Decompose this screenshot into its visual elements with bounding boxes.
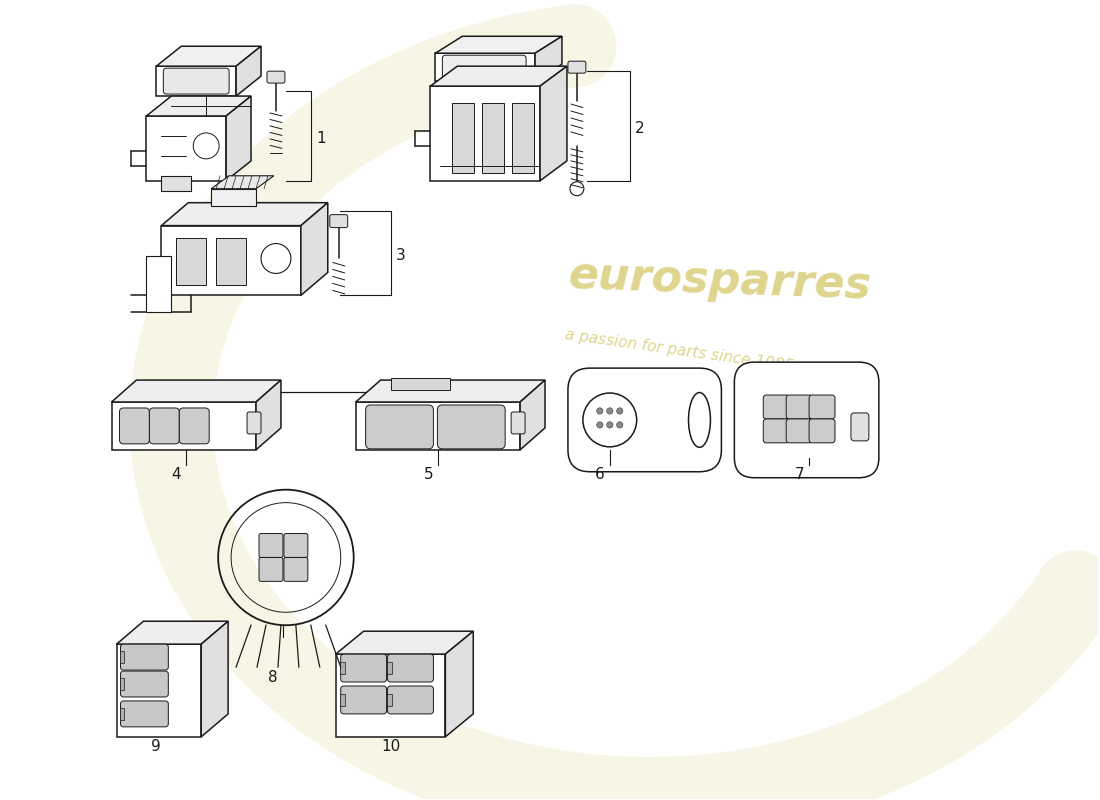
Text: 10: 10: [381, 739, 400, 754]
Polygon shape: [256, 380, 280, 450]
Circle shape: [596, 408, 603, 414]
Polygon shape: [430, 66, 566, 86]
Text: 2: 2: [635, 122, 645, 137]
Polygon shape: [520, 380, 544, 450]
Circle shape: [606, 408, 613, 414]
Circle shape: [617, 422, 623, 428]
Polygon shape: [430, 86, 540, 181]
Polygon shape: [336, 654, 446, 737]
Polygon shape: [355, 380, 544, 402]
Polygon shape: [590, 392, 694, 448]
Polygon shape: [111, 402, 256, 450]
Polygon shape: [211, 189, 256, 206]
Polygon shape: [227, 96, 251, 181]
FancyBboxPatch shape: [387, 686, 433, 714]
FancyBboxPatch shape: [341, 686, 386, 714]
FancyBboxPatch shape: [568, 368, 722, 472]
Bar: [386, 662, 392, 674]
Polygon shape: [355, 402, 520, 450]
Polygon shape: [156, 66, 236, 96]
Polygon shape: [336, 631, 473, 654]
Circle shape: [606, 422, 613, 428]
FancyBboxPatch shape: [851, 413, 869, 441]
FancyBboxPatch shape: [121, 701, 168, 727]
FancyBboxPatch shape: [810, 419, 835, 443]
Text: 7: 7: [794, 467, 804, 482]
Bar: [482, 103, 504, 173]
FancyBboxPatch shape: [121, 644, 168, 670]
Polygon shape: [117, 622, 228, 644]
FancyBboxPatch shape: [150, 408, 179, 444]
Bar: [176, 238, 206, 286]
Polygon shape: [146, 96, 251, 116]
Text: 9: 9: [152, 739, 162, 754]
Polygon shape: [146, 255, 172, 312]
FancyBboxPatch shape: [341, 654, 386, 682]
FancyBboxPatch shape: [163, 68, 229, 94]
FancyBboxPatch shape: [267, 71, 285, 83]
FancyBboxPatch shape: [258, 558, 283, 582]
Text: 5: 5: [424, 467, 433, 482]
Polygon shape: [162, 226, 301, 295]
Polygon shape: [146, 116, 227, 181]
Bar: [340, 694, 344, 706]
FancyBboxPatch shape: [248, 412, 261, 434]
Text: 1: 1: [316, 131, 326, 146]
Circle shape: [596, 422, 603, 428]
Polygon shape: [156, 46, 261, 66]
Polygon shape: [535, 36, 562, 81]
Bar: [120, 651, 124, 663]
FancyBboxPatch shape: [763, 395, 789, 419]
FancyBboxPatch shape: [763, 419, 789, 443]
FancyBboxPatch shape: [512, 412, 525, 434]
FancyBboxPatch shape: [284, 558, 308, 582]
FancyBboxPatch shape: [179, 408, 209, 444]
Text: 6: 6: [595, 467, 605, 482]
Polygon shape: [540, 66, 566, 181]
Polygon shape: [201, 622, 228, 737]
FancyBboxPatch shape: [387, 654, 433, 682]
FancyBboxPatch shape: [442, 55, 526, 79]
FancyBboxPatch shape: [330, 214, 348, 228]
FancyBboxPatch shape: [258, 534, 283, 558]
FancyBboxPatch shape: [735, 362, 879, 478]
Polygon shape: [211, 176, 274, 189]
FancyBboxPatch shape: [810, 395, 835, 419]
Text: eurosparres: eurosparres: [568, 254, 872, 307]
Bar: [120, 678, 124, 690]
Polygon shape: [301, 202, 328, 295]
Bar: [217, 238, 246, 286]
FancyBboxPatch shape: [438, 405, 505, 449]
FancyBboxPatch shape: [786, 395, 812, 419]
Text: 4: 4: [172, 467, 182, 482]
Polygon shape: [436, 36, 562, 54]
Polygon shape: [162, 176, 191, 190]
Text: 8: 8: [268, 670, 278, 685]
FancyBboxPatch shape: [120, 408, 150, 444]
Bar: [452, 103, 474, 173]
Polygon shape: [236, 46, 261, 96]
Text: a passion for parts since 1985: a passion for parts since 1985: [564, 326, 795, 374]
FancyBboxPatch shape: [786, 419, 812, 443]
Bar: [386, 694, 392, 706]
Polygon shape: [162, 202, 328, 226]
Circle shape: [617, 408, 623, 414]
FancyBboxPatch shape: [284, 534, 308, 558]
FancyBboxPatch shape: [121, 671, 168, 697]
Bar: [340, 662, 344, 674]
FancyBboxPatch shape: [568, 61, 586, 73]
Polygon shape: [117, 644, 201, 737]
Polygon shape: [111, 380, 280, 402]
Bar: [120, 708, 124, 720]
Text: 3: 3: [396, 248, 405, 263]
Bar: [513, 103, 535, 173]
Polygon shape: [436, 54, 535, 81]
Polygon shape: [446, 631, 473, 737]
Polygon shape: [390, 378, 450, 390]
FancyBboxPatch shape: [365, 405, 433, 449]
